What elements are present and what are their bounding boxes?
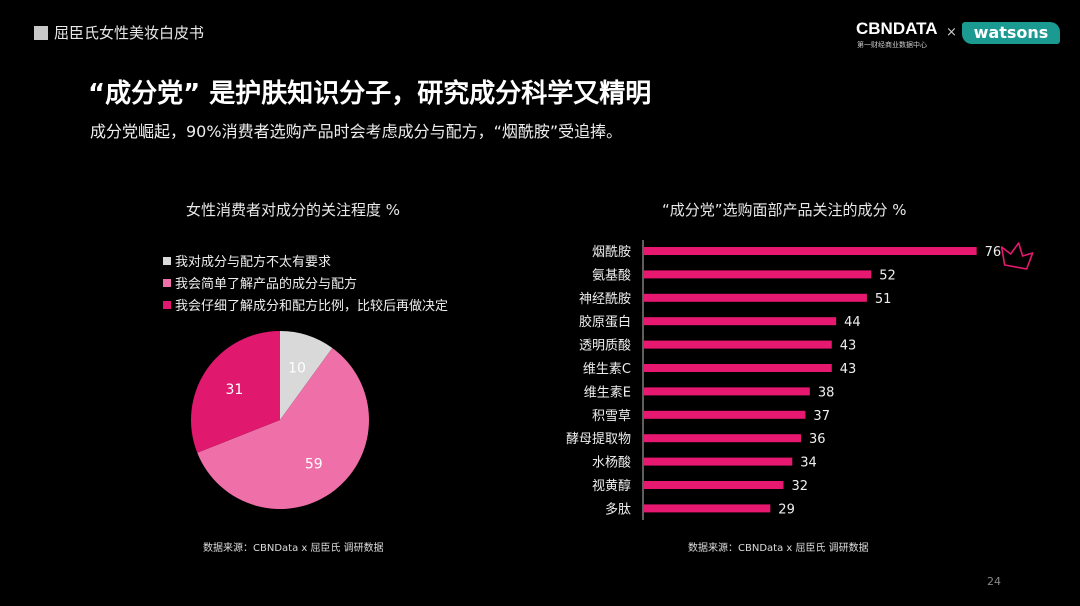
cbndata-logo-subtitle: 第一财经商业数据中心 (857, 41, 927, 49)
bar-category-label: 视黄醇 (592, 478, 631, 494)
bar-source-note: 数据来源：CBNData x 屈臣氏 调研数据 (688, 543, 869, 554)
bar-data-label: 36 (809, 432, 826, 447)
bar (643, 247, 977, 255)
bar-chart-title: “成分党”选购面部产品关注的成分 % (662, 201, 907, 219)
crown-icon (1000, 242, 1034, 270)
bar (643, 387, 810, 396)
pie-slice (190, 331, 280, 453)
cbndata-logo: CBNDATA (856, 19, 938, 38)
pie-data-label: 31 (225, 382, 243, 398)
bar (643, 410, 806, 419)
bar-data-label: 32 (791, 479, 808, 494)
bar (643, 504, 771, 513)
bar-category-label: 多肽 (605, 501, 631, 517)
bar-data-label: 43 (840, 339, 857, 354)
bar-category-label: 烟酰胺 (592, 245, 631, 260)
header-title: 屈臣氏女性美妆白皮书 (54, 24, 205, 42)
bar-category-label: 酵母提取物 (566, 431, 631, 447)
bar (643, 434, 802, 443)
pie-data-label: 10 (288, 361, 306, 377)
bar-category-label: 神经酰胺 (579, 292, 631, 307)
pie-chart-title: 女性消费者对成分的关注程度 % (186, 201, 401, 219)
legend-item: 我会仔细了解成分和配方比例，比较后再做决定 (163, 298, 448, 315)
bar-data-label: 38 (818, 385, 835, 400)
legend-swatch (163, 279, 171, 287)
bar-category-label: 积雪草 (592, 409, 631, 424)
legend-item: 我对成分与配方不太有要求 (163, 254, 331, 271)
bar-category-label: 氨基酸 (592, 268, 631, 283)
legend-label: 我会仔细了解成分和配方比例，比较后再做决定 (175, 299, 449, 314)
bar-category-label: 维生素E (584, 385, 631, 400)
bar-data-label: 52 (879, 268, 896, 283)
bar (643, 270, 872, 279)
bar-category-label: 维生素C (583, 362, 631, 377)
bar-category-label: 胶原蛋白 (579, 314, 631, 330)
bar (643, 340, 832, 349)
bar-data-label: 44 (844, 315, 861, 330)
page-title: “成分党” 是护肤知识分子，研究成分科学又精明 (88, 79, 652, 109)
logo-separator: × (946, 25, 957, 40)
pie-source-note: 数据来源：CBNData x 屈臣氏 调研数据 (203, 543, 384, 554)
bar (643, 293, 867, 302)
bar-data-label: 76 (985, 245, 1002, 260)
bar-data-label: 34 (800, 456, 817, 471)
bar-data-label: 29 (778, 502, 795, 517)
page-subtitle: 成分党崛起，90%消费者选购产品时会考虑成分与配方，“烟酰胺”受追捧。 (90, 122, 623, 141)
legend-swatch (163, 257, 171, 265)
bar-data-label: 37 (813, 409, 830, 424)
bar (643, 364, 832, 372)
bar (643, 457, 793, 466)
bar-category-label: 水杨酸 (592, 456, 631, 471)
bar-data-label: 43 (840, 362, 857, 377)
pie-slice (197, 347, 369, 509)
bar-data-label: 51 (875, 292, 892, 307)
bar (643, 481, 784, 489)
pie-slice (280, 331, 333, 420)
bar (643, 317, 837, 326)
legend-item: 我会简单了解产品的成分与配方 (163, 276, 357, 293)
header-square-icon (34, 26, 48, 40)
legend-label: 我会简单了解产品的成分与配方 (175, 277, 358, 292)
bar-category-label: 透明质酸 (579, 339, 631, 354)
legend-swatch (163, 301, 171, 309)
pie-data-label: 59 (305, 457, 323, 473)
legend-label: 我对成分与配方不太有要求 (175, 255, 332, 270)
page-number: 24 (987, 575, 1001, 588)
watsons-logo: watsons (962, 22, 1060, 44)
